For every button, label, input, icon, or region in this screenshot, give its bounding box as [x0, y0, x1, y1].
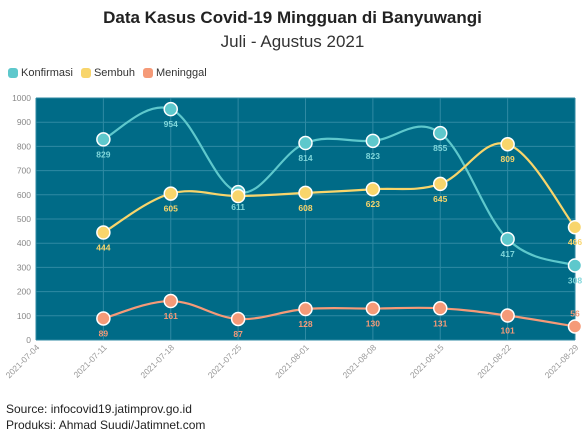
data-label-sembuh: 809 [501, 154, 515, 164]
data-label-konfirmasi: 855 [433, 143, 447, 153]
data-point-meninggal [230, 311, 246, 327]
data-point-meninggal [567, 319, 583, 334]
data-label-meninggal: 131 [433, 318, 447, 328]
y-tick-label: 300 [17, 262, 31, 272]
data-label-sembuh: 608 [298, 203, 312, 213]
legend-swatch-sembuh [80, 68, 91, 78]
x-tick-label: 2021-07-11 [71, 342, 109, 380]
source-note: Source: infocovid19.jatimprov.go.id [6, 402, 192, 416]
x-tick-label: 2021-07-25 [206, 342, 244, 380]
data-label-konfirmasi: 417 [501, 249, 515, 259]
legend-label-meninggal: Meninggal [155, 67, 207, 79]
data-point-meninggal [96, 311, 111, 326]
data-point-konfirmasi [163, 101, 178, 117]
data-label-sembuh: 645 [433, 194, 447, 204]
data-point-konfirmasi [433, 125, 448, 141]
data-point-meninggal [298, 301, 313, 317]
chart-title: Data Kasus Covid-19 Mingguan di Banyuwan… [103, 8, 482, 27]
data-label-meninggal: 161 [164, 311, 178, 321]
data-label-konfirmasi: 611 [231, 202, 245, 212]
y-tick-label: 500 [17, 214, 31, 224]
data-label-konfirmasi: 814 [298, 153, 312, 163]
data-point-sembuh [96, 225, 111, 240]
legend-item-sembuh[interactable]: Sembuh [80, 67, 135, 79]
data-label-meninggal: 89 [99, 328, 109, 338]
credit-note: Produksi: Ahmad Suudi/Jatimnet.com [6, 418, 206, 432]
data-point-konfirmasi [298, 135, 313, 151]
x-tick-label: 2021-07-18 [138, 342, 176, 380]
data-label-konfirmasi: 308 [568, 275, 582, 285]
x-tick-label: 2021-07-04 [4, 342, 42, 380]
y-tick-label: 900 [17, 117, 31, 127]
legend-swatch-meninggal [142, 68, 153, 78]
legend-label-sembuh: Sembuh [93, 67, 135, 79]
legend: Konfirmasi Sembuh Meninggal [8, 66, 215, 80]
data-point-meninggal [500, 308, 515, 323]
data-label-sembuh: 605 [164, 204, 178, 214]
y-tick-label: 400 [17, 238, 31, 248]
data-point-sembuh [298, 185, 313, 201]
data-label-meninggal: 101 [501, 326, 515, 336]
data-point-konfirmasi [500, 231, 515, 247]
data-label-sembuh: 444 [96, 243, 110, 253]
chart-subtitle: Juli - Agustus 2021 [220, 32, 365, 51]
legend-item-konfirmasi[interactable]: Konfirmasi [8, 67, 73, 79]
data-point-konfirmasi [96, 132, 111, 147]
data-label-meninggal: 56 [570, 308, 580, 318]
y-tick-label: 200 [17, 287, 31, 297]
line-chart: 0 100 200 300 400 500 600 700 800 900 1000 2021-07-… [4, 93, 583, 380]
y-tick-label: 100 [17, 311, 31, 321]
x-tick-label: 2021-08-29 [543, 342, 581, 380]
data-point-sembuh [567, 219, 583, 235]
y-tick-label: 800 [17, 141, 31, 151]
data-point-sembuh [433, 176, 448, 192]
data-label-konfirmasi: 954 [164, 119, 178, 129]
legend-swatch-konfirmasi [8, 68, 18, 78]
data-point-konfirmasi [365, 133, 381, 149]
data-label-konfirmasi: 823 [366, 151, 380, 161]
data-point-sembuh [230, 188, 246, 204]
x-tick-label: 2021-08-22 [475, 342, 513, 380]
data-point-meninggal [433, 301, 448, 316]
x-tick-label: 2021-08-01 [273, 342, 311, 380]
data-point-sembuh [163, 186, 178, 201]
y-tick-label: 0 [26, 335, 31, 345]
data-point-konfirmasi [567, 258, 583, 273]
data-point-meninggal [163, 293, 178, 309]
legend-label-konfirmasi: Konfirmasi [21, 67, 73, 79]
data-label-meninggal: 87 [233, 329, 243, 339]
series-line-konfirmasi [102, 106, 576, 267]
data-label-konfirmasi: 829 [96, 149, 110, 159]
data-label-sembuh: 466 [568, 237, 582, 247]
data-point-sembuh [365, 181, 381, 197]
y-tick-label: 700 [17, 166, 31, 176]
data-point-sembuh [500, 136, 515, 152]
y-tick-label: 600 [17, 190, 31, 200]
y-tick-label: 1000 [12, 93, 31, 103]
data-label-meninggal: 130 [366, 319, 380, 329]
data-point-meninggal [365, 301, 381, 316]
data-label-sembuh: 623 [366, 199, 380, 209]
x-tick-label: 2021-08-15 [408, 342, 446, 380]
legend-item-meninggal[interactable]: Meninggal [142, 67, 207, 79]
data-label-meninggal: 128 [298, 319, 312, 329]
x-tick-label: 2021-08-08 [340, 342, 378, 380]
